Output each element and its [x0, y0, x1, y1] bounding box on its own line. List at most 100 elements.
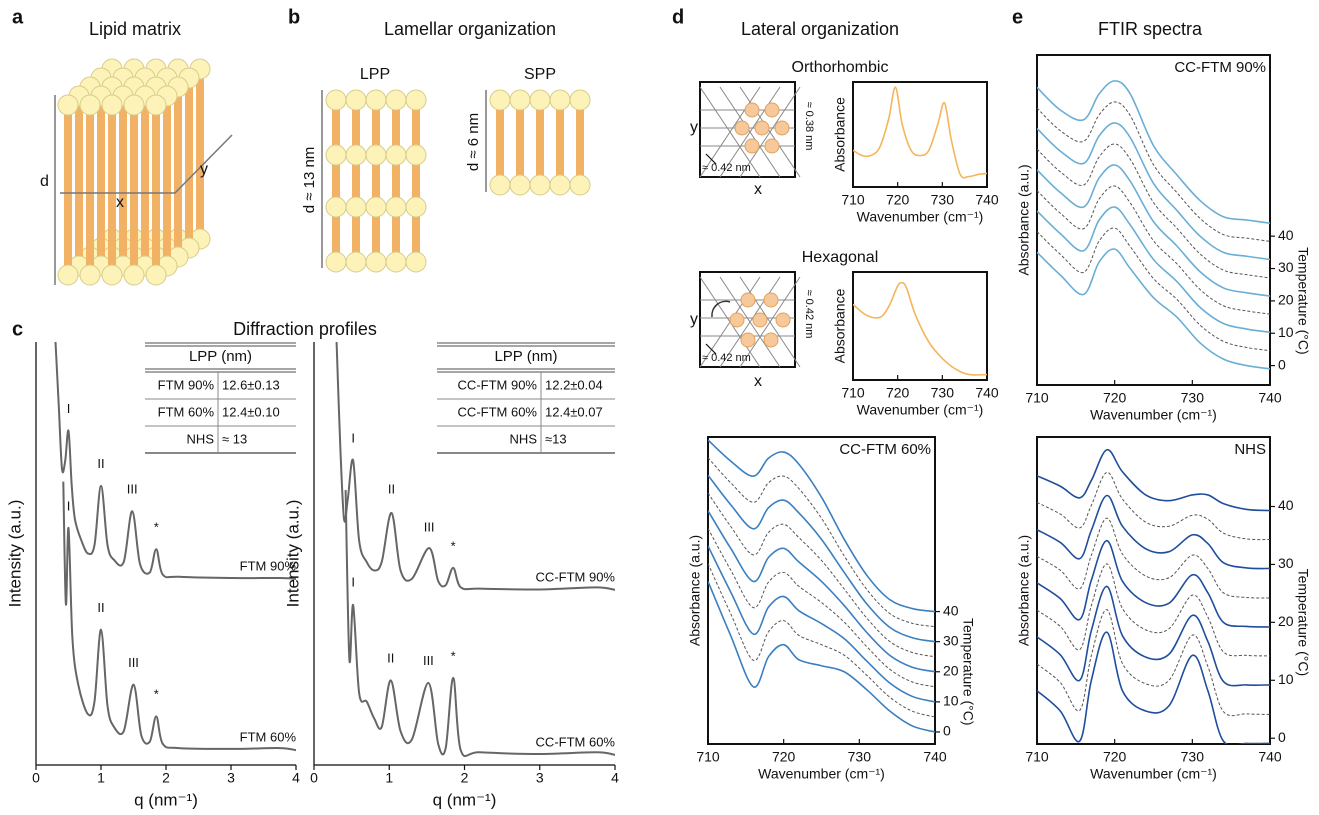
- x-tick-label: 740: [975, 192, 999, 208]
- lipid-head: [365, 89, 387, 111]
- lipid-head: [405, 251, 427, 273]
- label: ≈ 0.42 nm: [702, 162, 751, 174]
- lipid-tail: [174, 87, 182, 257]
- x-axis-label: Wavenumber (cm⁻¹): [758, 766, 885, 782]
- series-line: [1037, 539, 1270, 628]
- lattice-chain: [734, 120, 750, 136]
- lipid-head: [325, 196, 347, 218]
- axis-label: y: [200, 161, 208, 178]
- series-line: [1037, 494, 1270, 570]
- axis-label: x: [116, 194, 124, 211]
- lipid-head: [365, 144, 387, 166]
- axis-label: y: [690, 119, 698, 136]
- x-tick-label: 710: [841, 385, 865, 401]
- x-tick-label: 710: [696, 749, 720, 765]
- table-cell: 12.4±0.10: [222, 404, 280, 419]
- lipid-head: [345, 196, 367, 218]
- series-line: [1037, 517, 1270, 599]
- x-tick-label: 720: [1103, 749, 1127, 765]
- lipid-head: [549, 89, 571, 111]
- y2-tick-label: 20: [1278, 292, 1294, 308]
- lattice-chain: [764, 102, 780, 118]
- peak-label: *: [154, 520, 159, 535]
- panel-title: Lateral organization: [741, 19, 899, 39]
- spacing-arrow: [705, 153, 717, 165]
- label: ≈ 0.38 nm: [803, 102, 815, 151]
- lipid-tail: [196, 69, 204, 239]
- table-cell: FTM 60%: [158, 404, 215, 419]
- panel-title: FTIR spectra: [1098, 19, 1203, 39]
- lipid-head: [385, 196, 407, 218]
- x-axis-label: q (nm⁻¹): [134, 790, 198, 809]
- series-line: [1037, 585, 1270, 687]
- x-tick-label: 740: [923, 749, 947, 765]
- lipid-tail: [576, 100, 584, 185]
- lattice-chain: [754, 120, 770, 136]
- lattice-chain: [744, 138, 760, 154]
- x-tick-label: 4: [292, 770, 300, 786]
- table-cell: ≈ 13: [222, 431, 247, 446]
- series-line: [1037, 164, 1270, 297]
- lipid-tail: [516, 100, 524, 185]
- chart-title: CC-FTM 60%: [839, 441, 931, 458]
- x-tick-label: 720: [886, 385, 910, 401]
- lattice-chain: [774, 120, 790, 136]
- x-axis-label: Wavenumber (cm⁻¹): [1090, 766, 1217, 782]
- table-cell: NHS: [510, 431, 538, 446]
- axis-label: x: [754, 373, 762, 390]
- peak-label: I: [351, 431, 355, 446]
- y2-axis-label: Temperature (°C): [1295, 247, 1311, 355]
- x-axis-label: Wavenumber (cm⁻¹): [1090, 407, 1217, 423]
- table-cell: 12.4±0.07: [545, 404, 603, 419]
- table-cell: ≈13: [545, 431, 567, 446]
- x-tick-label: 3: [536, 770, 544, 786]
- x-axis-label: Wavenumber (cm⁻¹): [857, 402, 984, 418]
- lipid-head: [385, 89, 407, 111]
- y2-tick-label: 10: [1278, 324, 1294, 340]
- lipid-head: [57, 94, 79, 116]
- y-axis-label: Intensity (a.u.): [283, 500, 302, 608]
- panel-letter: e: [1012, 6, 1023, 28]
- x-tick-label: 0: [32, 770, 40, 786]
- table-header: LPP (nm): [494, 348, 557, 365]
- panel-title: Lipid matrix: [89, 19, 181, 39]
- x-axis-label: q (nm⁻¹): [433, 790, 497, 809]
- lattice-chain: [752, 312, 768, 328]
- peak-label: I: [67, 401, 71, 416]
- lipid-tail: [130, 105, 138, 275]
- lattice-chain: [744, 102, 760, 118]
- y2-tick-label: 0: [1278, 729, 1286, 745]
- peak-label: *: [451, 649, 456, 664]
- lipid-head: [325, 89, 347, 111]
- chart-title: CC-FTM 90%: [1174, 59, 1266, 76]
- x-tick-label: 730: [931, 192, 955, 208]
- table-cell: NHS: [187, 431, 215, 446]
- x-tick-label: 730: [848, 749, 872, 765]
- peak-label: III: [127, 481, 138, 496]
- lipid-tail: [163, 96, 171, 266]
- y2-tick-label: 40: [1278, 227, 1294, 243]
- peak-label: II: [97, 600, 104, 615]
- lipid-head: [345, 89, 367, 111]
- lattice-line: [719, 276, 781, 368]
- lipid-head: [405, 89, 427, 111]
- plot-frame: [707, 436, 936, 745]
- peak-label: III: [423, 653, 434, 668]
- series-line: [708, 439, 935, 613]
- peak-label: *: [451, 539, 456, 554]
- y2-tick-label: 0: [943, 723, 951, 739]
- label: ≈ 0.42 nm: [702, 352, 751, 364]
- y-axis-label: Intensity (a.u.): [5, 500, 24, 608]
- x-tick-label: 2: [461, 770, 469, 786]
- y2-tick-label: 30: [943, 632, 959, 648]
- plot-frame: [1036, 54, 1271, 386]
- lipid-head: [57, 264, 79, 286]
- x-tick-label: 720: [886, 192, 910, 208]
- peak-label: II: [388, 481, 395, 496]
- lipid-head: [529, 89, 551, 111]
- panel-letter: b: [288, 6, 300, 28]
- lattice-line: [739, 276, 801, 368]
- lipid-head: [365, 251, 387, 273]
- x-tick-label: 710: [1025, 749, 1049, 765]
- lipid-head: [509, 89, 531, 111]
